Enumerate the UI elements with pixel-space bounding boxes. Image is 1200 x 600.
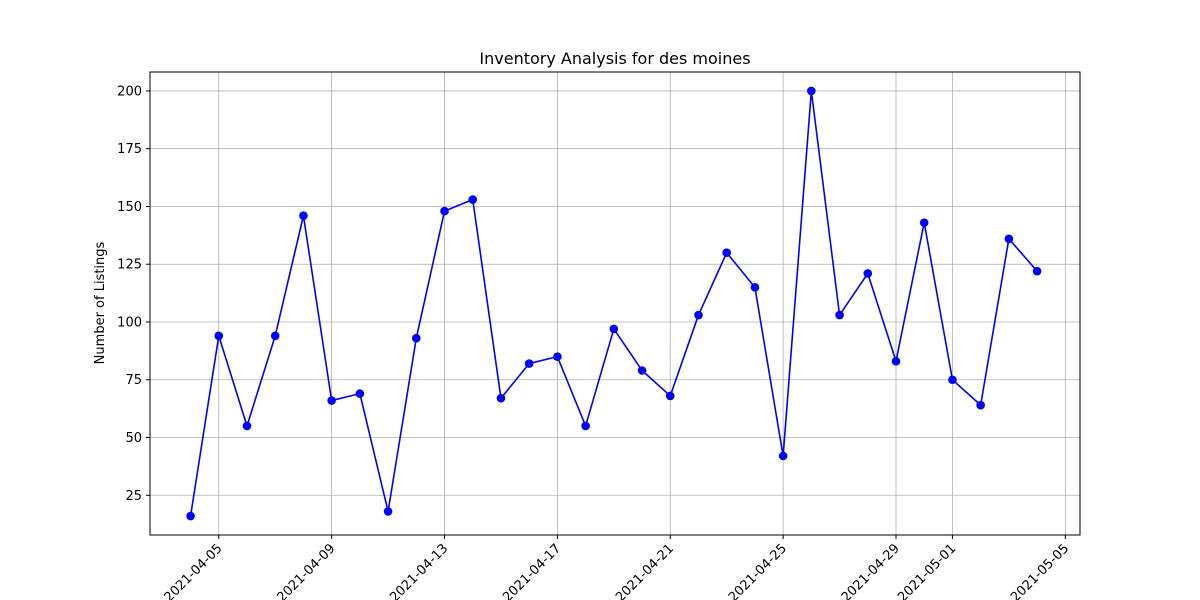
data-point [665, 391, 675, 401]
data-point [976, 400, 985, 410]
data-point [242, 421, 252, 431]
y-axis-label: Number of Listings [93, 241, 108, 364]
data-point [270, 331, 280, 341]
plot-frame [149, 71, 1081, 536]
data-point [186, 511, 195, 521]
data-point [948, 375, 957, 385]
data-point [412, 333, 421, 343]
data-point [299, 211, 308, 221]
y-tick-label: 75 [125, 373, 142, 388]
plot-area [150, 72, 1080, 535]
data-point [807, 86, 816, 96]
data-point [496, 393, 506, 403]
y-tick-label: 150 [117, 200, 142, 215]
data-point [355, 389, 365, 398]
data-point [468, 195, 478, 204]
data-point [383, 507, 393, 516]
y-tick-label: 50 [125, 431, 142, 446]
y-tick-label: 25 [125, 489, 142, 504]
data-point [1032, 266, 1042, 276]
data-point [440, 206, 449, 216]
data-point [609, 324, 619, 334]
data-point [327, 396, 336, 405]
data-point [524, 359, 534, 368]
data-point [553, 352, 562, 361]
data-point [891, 356, 901, 366]
data-point [1004, 234, 1014, 244]
data-point [778, 451, 788, 461]
data-point [637, 366, 647, 375]
y-tick-label: 175 [117, 142, 142, 157]
y-axis: 25 50 75 100 125 150 175 200 [117, 84, 150, 504]
data-point [694, 310, 703, 320]
data-point [581, 421, 590, 431]
data-point [835, 310, 844, 320]
data-point [919, 218, 929, 227]
data-point [863, 269, 873, 278]
gridlines [150, 72, 1080, 535]
data-point [750, 283, 760, 292]
y-tick-label: 125 [117, 258, 142, 273]
data-point [722, 248, 731, 257]
y-tick-label: 100 [117, 315, 142, 330]
series-group [186, 86, 1042, 521]
data-point [214, 331, 224, 341]
y-tick-label: 200 [117, 84, 142, 99]
chart-title: Inventory Analysis for des moines [479, 49, 750, 68]
